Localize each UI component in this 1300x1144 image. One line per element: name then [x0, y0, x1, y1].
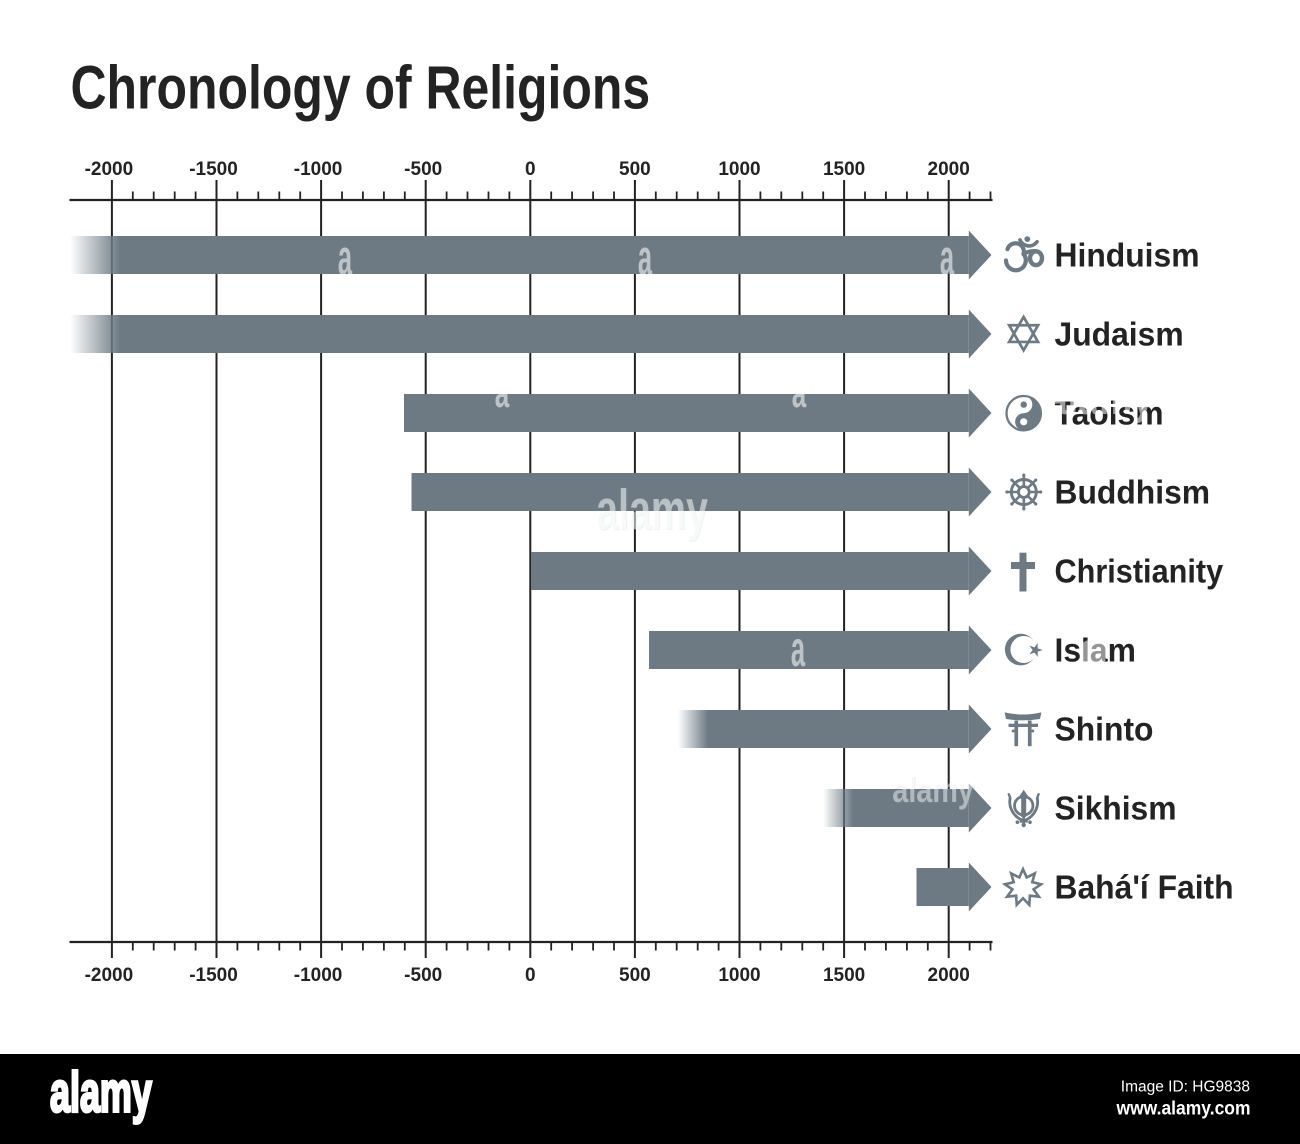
svg-text:-1000: -1000 [294, 965, 343, 986]
svg-text:-1000: -1000 [294, 159, 343, 180]
svg-text:1000: 1000 [718, 159, 760, 180]
svg-text:alamy: alamy [596, 479, 708, 542]
svg-text:Buddhism: Buddhism [1055, 473, 1211, 511]
svg-text:a: a [792, 370, 807, 417]
svg-text:-2000: -2000 [85, 965, 134, 986]
svg-text:Judaism: Judaism [1055, 315, 1184, 353]
svg-text:-500: -500 [404, 159, 442, 180]
svg-text:a: a [791, 622, 806, 677]
svg-text:www.alamy.com: www.alamy.com [1116, 1097, 1251, 1119]
svg-text:alamy: alamy [50, 1061, 152, 1124]
svg-text:a: a [940, 231, 955, 286]
svg-text:500: 500 [619, 159, 651, 180]
svg-text:2000: 2000 [928, 159, 970, 180]
svg-text:Taoism: Taoism [1055, 394, 1164, 432]
svg-text:Image ID: HG9838: Image ID: HG9838 [1121, 1079, 1250, 1096]
svg-text:a: a [495, 370, 510, 417]
svg-text:a: a [338, 231, 353, 286]
svg-text:-1500: -1500 [189, 159, 238, 180]
svg-text:Hinduism: Hinduism [1055, 236, 1200, 274]
svg-text:1000: 1000 [718, 965, 760, 986]
svg-text:alamy: alamy [597, 480, 709, 543]
svg-text:0: 0 [525, 965, 536, 986]
svg-text:2000: 2000 [928, 965, 970, 986]
svg-text:1500: 1500 [823, 965, 865, 986]
svg-text:Chronology of Religions: Chronology of Religions [71, 53, 651, 122]
svg-text:1500: 1500 [823, 159, 865, 180]
svg-text:alamy: alamy [1047, 374, 1153, 424]
svg-text:Sikhism: Sikhism [1055, 789, 1177, 827]
svg-text:0: 0 [525, 159, 536, 180]
svg-text:-1500: -1500 [189, 965, 238, 986]
svg-text:alamy: alamy [892, 769, 974, 810]
svg-text:Bahá'í Faith: Bahá'í Faith [1055, 868, 1234, 906]
svg-text:Shinto: Shinto [1055, 710, 1154, 748]
svg-text:alamy: alamy [894, 770, 976, 811]
svg-text:500: 500 [619, 965, 651, 986]
svg-text:a: a [638, 231, 653, 286]
svg-text:-2000: -2000 [85, 159, 134, 180]
svg-text:-500: -500 [404, 965, 442, 986]
svg-text:Christianity: Christianity [1055, 552, 1224, 590]
